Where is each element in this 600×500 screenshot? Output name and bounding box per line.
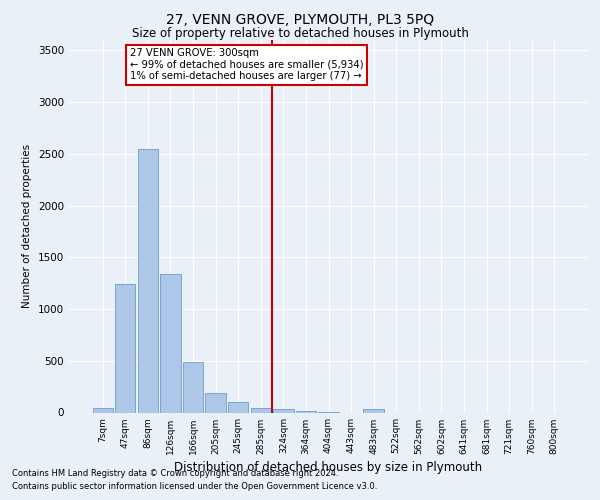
X-axis label: Distribution of detached houses by size in Plymouth: Distribution of detached houses by size …: [175, 460, 482, 473]
Y-axis label: Number of detached properties: Number of detached properties: [22, 144, 32, 308]
Text: Contains HM Land Registry data © Crown copyright and database right 2024.: Contains HM Land Registry data © Crown c…: [12, 469, 338, 478]
Bar: [296, 411, 316, 412]
Bar: [251, 408, 271, 412]
Text: Contains public sector information licensed under the Open Government Licence v3: Contains public sector information licen…: [12, 482, 377, 491]
Bar: [160, 274, 181, 412]
Bar: [228, 402, 248, 412]
Text: 27 VENN GROVE: 300sqm
← 99% of detached houses are smaller (5,934)
1% of semi-de: 27 VENN GROVE: 300sqm ← 99% of detached …: [130, 48, 364, 82]
Text: Size of property relative to detached houses in Plymouth: Size of property relative to detached ho…: [131, 28, 469, 40]
Bar: [183, 362, 203, 412]
Bar: [364, 410, 384, 412]
Bar: [205, 394, 226, 412]
Bar: [115, 284, 136, 412]
Bar: [138, 148, 158, 412]
Bar: [92, 408, 113, 412]
Text: 27, VENN GROVE, PLYMOUTH, PL3 5PQ: 27, VENN GROVE, PLYMOUTH, PL3 5PQ: [166, 13, 434, 27]
Bar: [273, 410, 293, 412]
